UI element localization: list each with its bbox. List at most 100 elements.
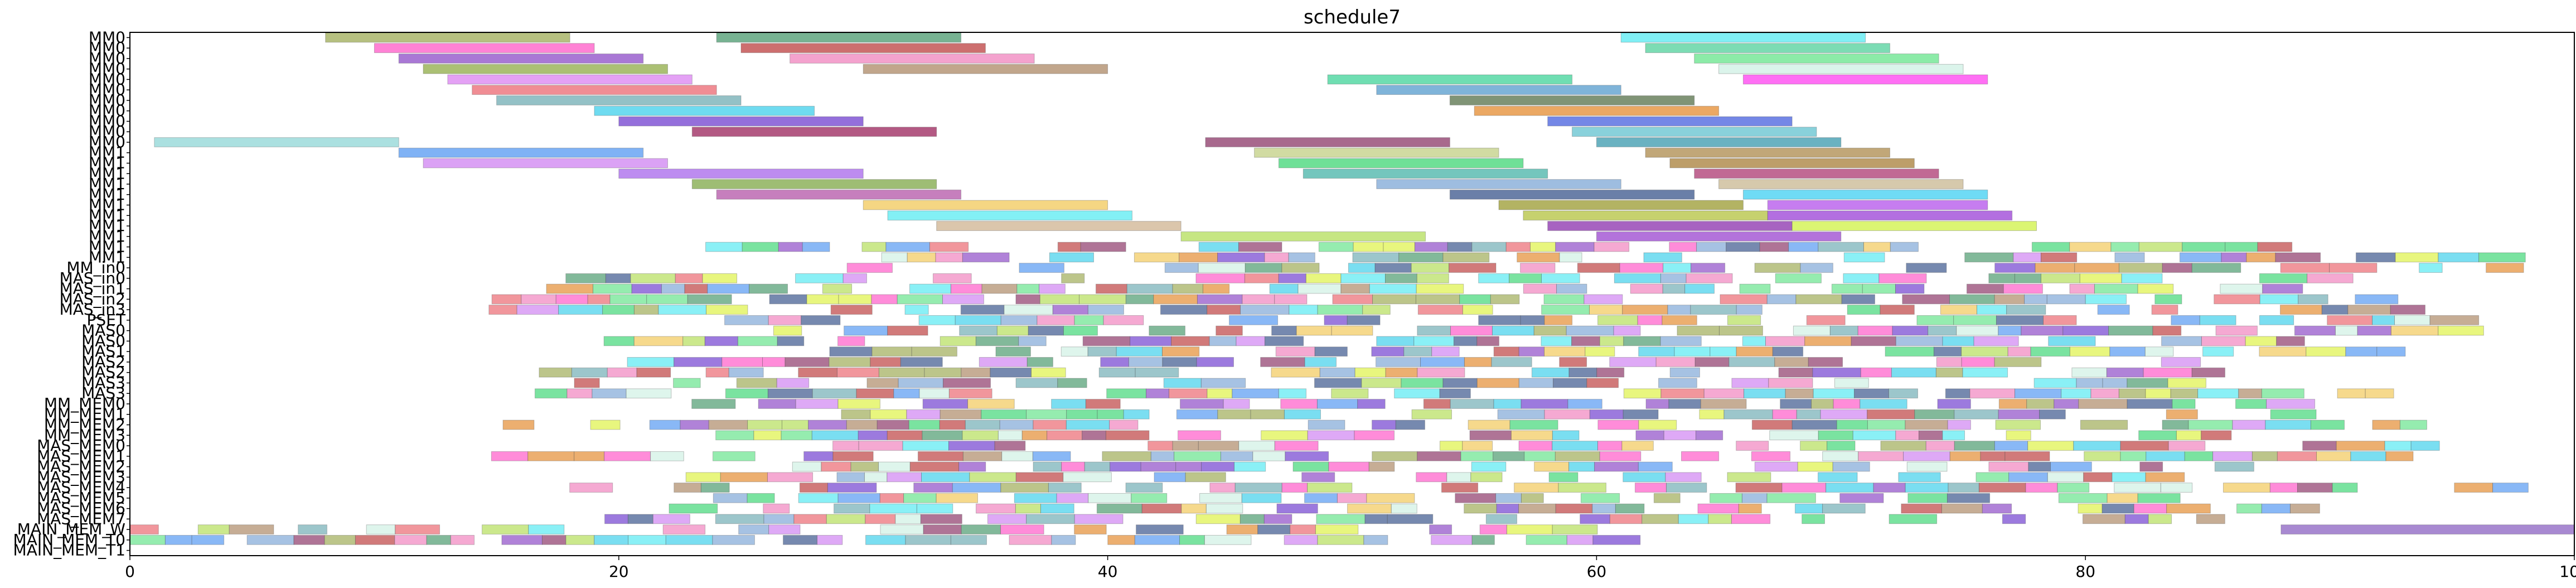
gantt-bar bbox=[878, 461, 911, 472]
gantt-bar bbox=[2166, 503, 2211, 514]
gantt-bar bbox=[1891, 367, 1936, 378]
gantt-bar bbox=[2114, 483, 2161, 493]
gantt-bar bbox=[1048, 483, 1082, 493]
gantt-bar bbox=[2083, 514, 2125, 524]
gantt-bar bbox=[2355, 294, 2399, 305]
gantt-bar bbox=[1328, 461, 1369, 472]
gantt-bar bbox=[1125, 483, 1163, 493]
gantt-bar bbox=[1491, 357, 1532, 367]
gantt-bar bbox=[2120, 441, 2169, 451]
gantt-bar bbox=[1209, 483, 1236, 493]
gantt-bar bbox=[705, 305, 748, 315]
gantt-bar bbox=[1180, 399, 1224, 409]
gantt-bar bbox=[398, 147, 644, 158]
gantt-bar bbox=[1037, 315, 1075, 325]
gantt-bar bbox=[919, 388, 950, 399]
gantt-bar bbox=[887, 430, 923, 441]
gantt-bar bbox=[907, 252, 936, 263]
gantt-bar bbox=[1464, 357, 1492, 367]
gantt-bar bbox=[1340, 283, 1370, 294]
gantt-bar bbox=[2350, 451, 2386, 461]
gantt-bar bbox=[1150, 451, 1175, 461]
gantt-bar bbox=[1596, 137, 1842, 147]
gantt-bar bbox=[798, 367, 837, 378]
gantt-bar bbox=[1982, 503, 2012, 514]
gantt-bar bbox=[2478, 252, 2526, 263]
gantt-bar bbox=[1275, 346, 1315, 357]
gantt-bar bbox=[1843, 273, 1880, 283]
gantt-bar bbox=[1146, 388, 1169, 399]
gantt-bar bbox=[1207, 388, 1233, 399]
gantt-bar bbox=[2039, 409, 2066, 420]
y-tick-label: MM1 bbox=[89, 216, 125, 235]
gantt-bar bbox=[2168, 441, 2206, 451]
gantt-bar bbox=[785, 357, 830, 367]
gantt-bar bbox=[1431, 534, 1473, 545]
y-tick-label: MM0 bbox=[89, 60, 125, 78]
gantt-bar bbox=[2127, 378, 2168, 388]
gantt-bar bbox=[1643, 252, 1682, 263]
gantt-bar bbox=[832, 451, 874, 461]
gantt-bar bbox=[1766, 493, 1816, 503]
gantt-bar bbox=[1161, 346, 1200, 357]
gantt-bar bbox=[603, 336, 635, 346]
gantt-bar bbox=[1074, 524, 1107, 534]
gantt-bar bbox=[1615, 503, 1645, 514]
gantt-bar bbox=[565, 273, 606, 283]
gantt-bar bbox=[2298, 294, 2328, 305]
gantt-bar bbox=[1827, 441, 1856, 451]
gantt-bar bbox=[2390, 325, 2439, 336]
gantt-bar bbox=[1559, 252, 1582, 263]
gantt-bar bbox=[838, 294, 872, 305]
gantt-bar bbox=[1057, 242, 1081, 252]
gantt-bar bbox=[865, 514, 896, 524]
gantt-bar bbox=[1518, 346, 1545, 357]
gantt-bar bbox=[768, 524, 801, 534]
gantt-bar bbox=[2215, 325, 2258, 336]
gantt-bar bbox=[558, 305, 603, 315]
gantt-bar bbox=[2395, 252, 2439, 263]
gantt-bar bbox=[1677, 325, 1720, 336]
y-tick-label: MAS_MEM6 bbox=[37, 499, 125, 518]
gantt-bar bbox=[1014, 493, 1057, 503]
gantt-bar bbox=[2294, 325, 2336, 336]
gantt-bar bbox=[1895, 283, 1925, 294]
gantt-bar bbox=[1019, 263, 1064, 273]
gantt-bar bbox=[1490, 294, 1520, 305]
y-tick-label: MM1 bbox=[89, 175, 125, 193]
gantt-bar bbox=[768, 315, 802, 325]
gantt-bar bbox=[1592, 503, 1616, 514]
gantt-bar bbox=[893, 388, 920, 399]
gantt-bar bbox=[1674, 346, 1711, 357]
gantt-bar bbox=[1741, 493, 1768, 503]
gantt-bar bbox=[1431, 346, 1460, 357]
gantt-bar bbox=[1555, 451, 1600, 461]
gantt-bar bbox=[1858, 451, 1904, 461]
gantt-bar bbox=[834, 503, 870, 514]
gantt-bar bbox=[1589, 305, 1623, 315]
y-tick-label: MAS3 bbox=[81, 373, 125, 392]
gantt-bar bbox=[2289, 503, 2320, 514]
gantt-bar bbox=[2148, 514, 2172, 524]
gantt-bar bbox=[1000, 524, 1044, 534]
gantt-bar bbox=[2144, 346, 2174, 357]
gantt-bar bbox=[1788, 242, 1819, 252]
gantt-bar bbox=[1109, 420, 1139, 430]
y-tick-label: MAS0 bbox=[81, 321, 125, 340]
gantt-bar bbox=[2238, 388, 2262, 399]
gantt-bar bbox=[1552, 441, 1598, 451]
gantt-bar bbox=[1061, 273, 1085, 283]
gantt-bar bbox=[1906, 263, 1947, 273]
gantt-bar bbox=[2139, 461, 2163, 472]
gantt-bar bbox=[1196, 357, 1234, 367]
gantt-bar bbox=[1630, 283, 1663, 294]
gantt-bar bbox=[879, 493, 904, 503]
gantt-bar bbox=[1103, 315, 1144, 325]
gantt-bar bbox=[669, 503, 718, 514]
gantt-bar bbox=[1134, 252, 1180, 263]
gantt-bar bbox=[1668, 399, 1701, 409]
gantt-bar bbox=[1495, 493, 1522, 503]
gantt-bar bbox=[976, 503, 1016, 514]
gantt-bar bbox=[995, 346, 1031, 357]
gantt-bar bbox=[2145, 388, 2171, 399]
